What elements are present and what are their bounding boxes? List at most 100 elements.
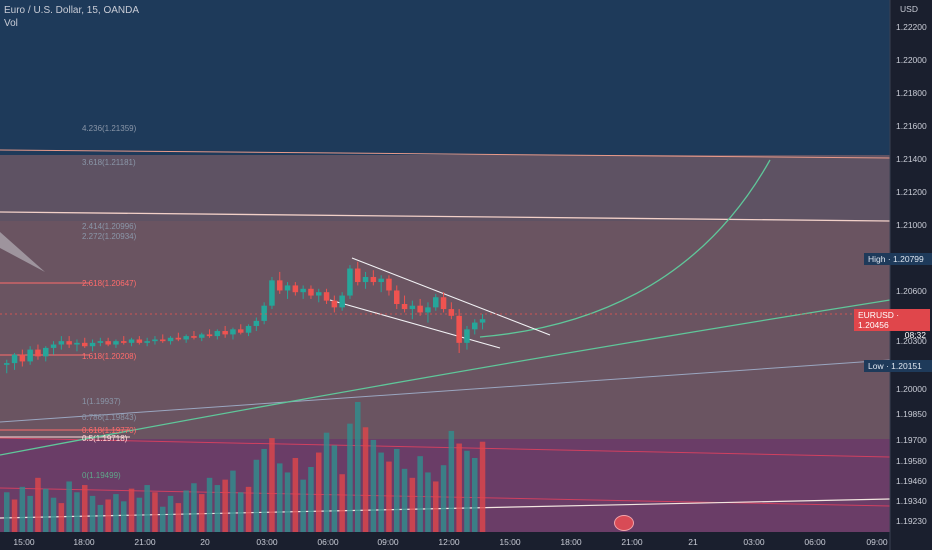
price-tick-label[interactable]: 1.22000	[896, 55, 927, 65]
candle-body	[66, 341, 72, 345]
candle-body	[472, 322, 478, 330]
volume-bar	[11, 499, 18, 532]
candle-body	[440, 297, 447, 310]
volume-legend[interactable]: Vol	[4, 18, 18, 29]
candle-body	[50, 344, 57, 348]
volume-bar	[277, 463, 283, 532]
candle-body	[43, 347, 49, 357]
time-tick-label[interactable]: 15:00	[13, 537, 35, 547]
volume-bar	[347, 423, 353, 532]
price-tick-label[interactable]: 1.20300	[896, 336, 927, 346]
time-tick-label[interactable]: 06:00	[317, 537, 339, 547]
volume-bar	[105, 499, 111, 532]
time-tick-label[interactable]: 09:00	[377, 537, 399, 547]
low-price-tag: Low · 1.20151	[864, 360, 932, 372]
price-tick-label[interactable]: 1.19580	[896, 456, 927, 466]
time-tick-label[interactable]: 21:00	[621, 537, 643, 547]
volume-bar	[35, 477, 41, 532]
volume-bar	[448, 430, 455, 532]
zone-upper-mid	[0, 155, 890, 221]
time-tick-label[interactable]: 12:00	[438, 537, 460, 547]
candle-body	[89, 342, 96, 347]
time-tick-label[interactable]: 09:00	[866, 537, 888, 547]
time-tick-label[interactable]: 06:00	[804, 537, 826, 547]
price-axis-currency[interactable]: USD	[900, 4, 918, 14]
candle-body	[167, 337, 174, 342]
candle-body	[479, 319, 486, 323]
time-tick-label[interactable]: 20	[200, 537, 210, 547]
candle-body	[425, 307, 431, 313]
candle-body	[347, 268, 353, 296]
candle-body	[277, 280, 283, 291]
volume-bar	[160, 506, 166, 532]
time-tick-label[interactable]: 18:00	[73, 537, 95, 547]
candle-body	[82, 342, 88, 347]
candle-body	[261, 305, 267, 321]
price-tick-label[interactable]: 1.21000	[896, 220, 927, 230]
candle-body	[35, 349, 41, 357]
candle-body	[331, 300, 338, 308]
time-tick-label[interactable]: 21	[688, 537, 698, 547]
volume-bar	[464, 450, 470, 532]
price-tick-label[interactable]: 1.21800	[896, 88, 927, 98]
symbol-title[interactable]: Euro / U.S. Dollar, 15, OANDA	[4, 5, 140, 16]
price-tick-label[interactable]: 1.22200	[896, 22, 927, 32]
price-tick-label[interactable]: 1.19340	[896, 496, 927, 506]
candle-body	[11, 354, 18, 364]
time-tick-label[interactable]: 03:00	[743, 537, 765, 547]
volume-bar	[19, 486, 26, 532]
candle-body	[339, 295, 345, 308]
trend-line	[0, 359, 891, 423]
projected-curve	[479, 159, 771, 338]
volume-bar	[370, 439, 377, 532]
volume-bar	[199, 494, 205, 532]
candle-body	[183, 336, 189, 340]
sticker-icon[interactable]	[614, 515, 634, 531]
price-tick-label[interactable]: 1.19460	[896, 476, 927, 486]
candle-body	[152, 339, 158, 342]
volume-bar	[425, 472, 431, 532]
candle-body	[401, 304, 408, 310]
candle-body	[316, 292, 322, 296]
time-tick-label[interactable]: 18:00	[560, 537, 582, 547]
time-tick-label[interactable]: 15:00	[499, 537, 521, 547]
candle-body	[4, 363, 10, 365]
fib-level-label: 2.272(1.20934)	[82, 232, 137, 241]
volume-bar	[292, 457, 299, 532]
time-tick-label[interactable]: 21:00	[134, 537, 156, 547]
price-tick-label[interactable]: 1.21600	[896, 121, 927, 131]
candle-body	[308, 288, 314, 296]
volume-bar	[74, 492, 80, 532]
price-tick-label[interactable]: 1.19230	[896, 516, 927, 526]
candle-body	[433, 297, 439, 308]
volume-bar	[401, 468, 408, 532]
candle-body	[128, 339, 135, 343]
volume-bar	[50, 497, 57, 532]
price-tick-label[interactable]: 1.19700	[896, 435, 927, 445]
candle-body	[199, 334, 205, 338]
volume-bar	[206, 477, 213, 532]
volume-bar	[152, 492, 158, 532]
candle-body	[58, 341, 65, 345]
volume-bar	[58, 503, 65, 532]
volume-bar	[191, 483, 197, 532]
volume-bar	[97, 504, 104, 532]
volume-bar	[82, 485, 88, 532]
volume-bar	[4, 492, 10, 532]
volume-bar	[175, 503, 182, 532]
last-price-tag: EURUSD · 1.20456 08:32	[854, 309, 930, 340]
price-tick-label[interactable]: 1.19850	[896, 409, 927, 419]
price-tick-label[interactable]: 1.20600	[896, 286, 927, 296]
candle-body	[97, 341, 104, 343]
volume-bar	[394, 448, 400, 532]
volume-bar	[113, 494, 119, 532]
price-tick-label[interactable]: 1.21200	[896, 187, 927, 197]
volume-bar	[214, 485, 221, 532]
volume-bar	[339, 474, 345, 532]
price-tick-label[interactable]: 1.20000	[896, 384, 927, 394]
time-tick-label[interactable]: 03:00	[256, 537, 278, 547]
price-tick-label[interactable]: 1.21400	[896, 154, 927, 164]
volume-bar	[144, 485, 150, 532]
